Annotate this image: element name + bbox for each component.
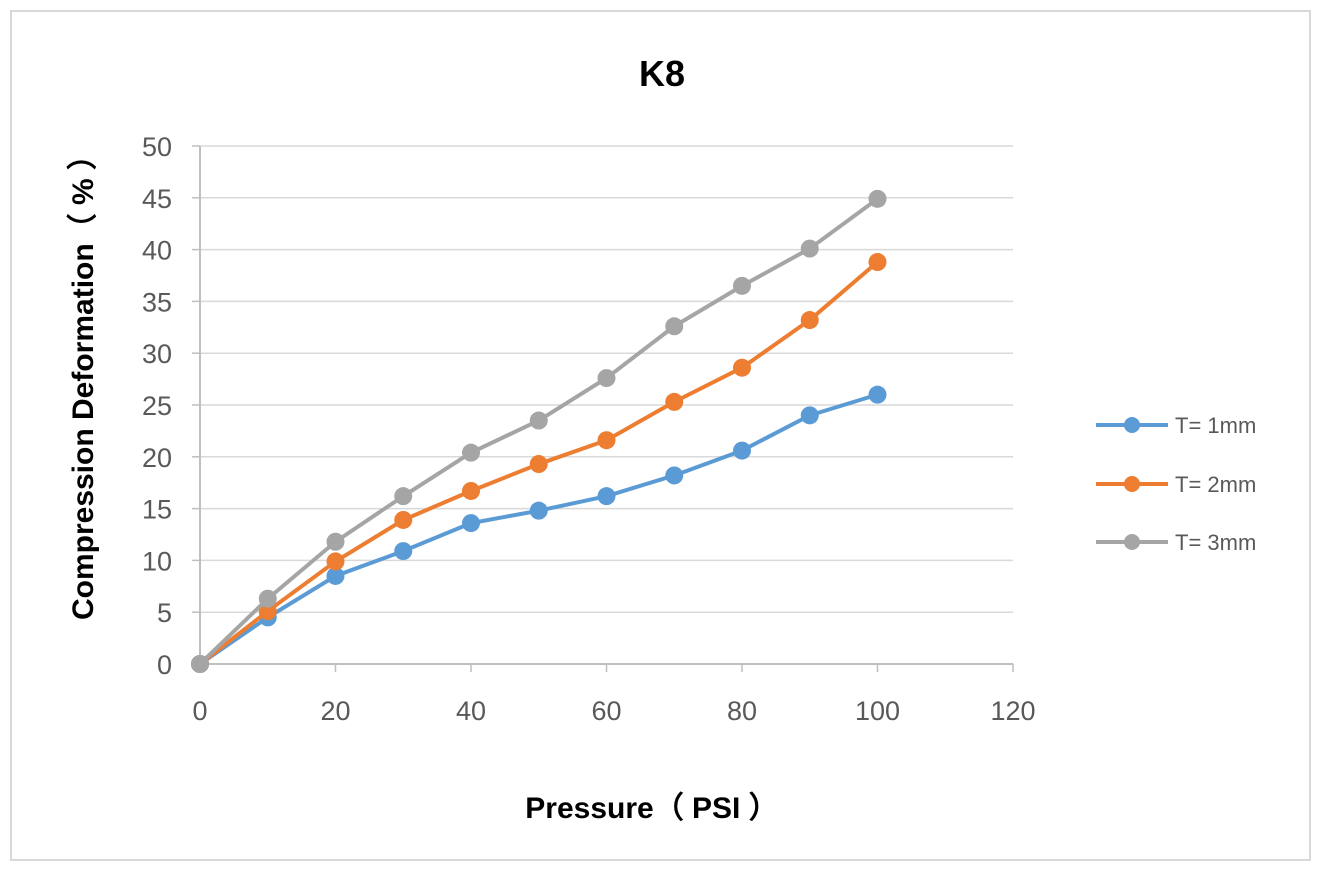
series-2 xyxy=(191,253,887,673)
x-tick-label: 80 xyxy=(727,696,757,726)
x-tick-labels: 0 20 40 60 80 100 120 xyxy=(192,696,1035,726)
data-point xyxy=(462,481,480,500)
data-point xyxy=(733,441,751,460)
legend-marker xyxy=(1124,417,1140,433)
legend-label: T= 1mm xyxy=(1175,413,1256,438)
data-point xyxy=(394,510,413,529)
legend-marker xyxy=(1124,534,1140,550)
data-point xyxy=(733,358,751,377)
series-3 xyxy=(191,189,887,673)
data-point xyxy=(868,189,887,208)
data-point xyxy=(529,455,548,474)
gridlines xyxy=(192,145,1014,672)
data-point xyxy=(394,487,413,506)
data-point xyxy=(868,385,887,404)
legend-marker xyxy=(1124,476,1140,492)
data-point xyxy=(191,655,209,673)
data-point xyxy=(529,411,548,430)
data-point xyxy=(326,566,345,585)
y-tick-label: 25 xyxy=(142,391,172,421)
x-axis-title: Pressure（ PSI ） xyxy=(525,791,778,825)
data-point xyxy=(394,542,413,561)
x-tick-label: 0 xyxy=(192,696,207,726)
legend-label: T= 2mm xyxy=(1175,472,1256,497)
y-tick-labels: 0 5 10 15 20 25 30 35 40 45 50 xyxy=(142,132,172,680)
y-tick-label: 20 xyxy=(142,443,172,473)
data-point xyxy=(800,239,819,258)
y-tick-label: 50 xyxy=(142,132,172,162)
series-line xyxy=(198,392,879,666)
data-point xyxy=(597,487,616,506)
legend-label: T= 3mm xyxy=(1175,530,1256,555)
y-axis-title: Compression Deformation（ % ） xyxy=(66,140,100,620)
x-tick-label: 40 xyxy=(456,696,486,726)
data-point xyxy=(326,552,345,571)
y-tick-label: 45 xyxy=(142,184,172,214)
data-point xyxy=(665,392,684,411)
y-tick-label: 5 xyxy=(157,598,172,628)
x-tick-label: 60 xyxy=(591,696,621,726)
x-tick-label: 100 xyxy=(855,696,900,726)
data-point xyxy=(597,431,616,450)
y-tick-label: 40 xyxy=(142,236,172,266)
data-point xyxy=(597,369,616,388)
data-point xyxy=(800,311,819,330)
data-point xyxy=(462,443,480,462)
x-tick-label: 20 xyxy=(320,696,350,726)
data-point xyxy=(258,602,277,621)
axes xyxy=(199,146,1013,665)
data-point xyxy=(800,406,819,425)
data-point xyxy=(665,466,684,485)
series-group xyxy=(191,189,887,673)
data-point xyxy=(326,532,345,551)
data-point xyxy=(665,317,684,336)
y-tick-label: 30 xyxy=(142,339,172,369)
legend-item: T= 3mm xyxy=(1096,530,1256,555)
chart-title: K8 xyxy=(639,53,685,94)
data-point xyxy=(733,276,751,295)
legend-item: T= 2mm xyxy=(1096,472,1256,497)
y-tick-label: 0 xyxy=(157,650,172,680)
data-point xyxy=(258,589,277,608)
chart-frame xyxy=(10,10,1311,861)
y-tick-label: 35 xyxy=(142,287,172,317)
x-tick-label: 120 xyxy=(990,696,1035,726)
legend-item: T= 1mm xyxy=(1096,413,1256,438)
data-point xyxy=(529,501,548,520)
data-point xyxy=(868,253,887,272)
y-tick-label: 15 xyxy=(142,495,172,525)
y-tick-label: 10 xyxy=(142,546,172,576)
legend: T= 1mm T= 2mm T= 3mm xyxy=(1096,413,1256,555)
data-point xyxy=(462,514,480,533)
